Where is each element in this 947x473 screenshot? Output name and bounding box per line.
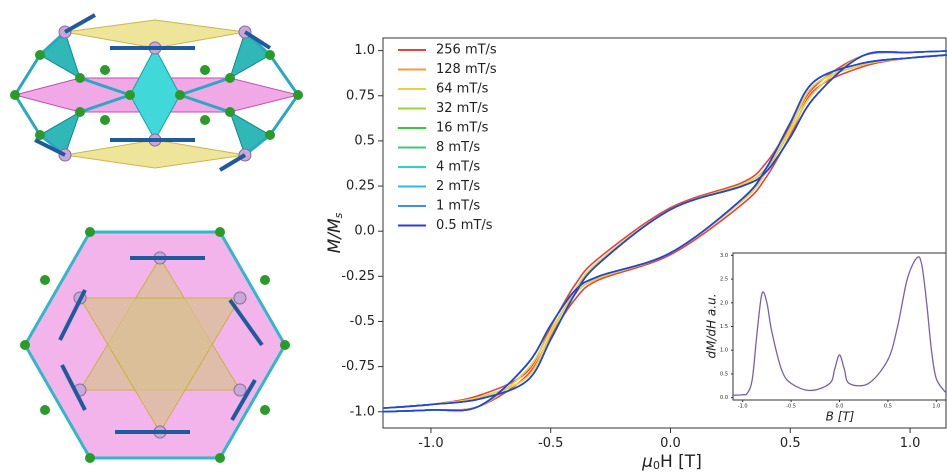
molecule-side-view	[10, 13, 303, 172]
y-tick-label: 1.5	[720, 324, 728, 330]
inset-x-label: B [T]	[826, 410, 855, 424]
legend-label: 32 mT/s	[436, 101, 489, 116]
y-tick-label: 2.0	[720, 300, 728, 306]
data-line	[732, 256, 947, 396]
legend-label: 256 mT/s	[436, 43, 497, 58]
x-axis-label-part: 0	[653, 459, 660, 472]
y-tick-label: 0.0	[720, 395, 728, 401]
y-tick-label: 0.25	[346, 179, 375, 194]
y-tick-label: -0.75	[341, 359, 375, 374]
legend-label: 2 mT/s	[436, 179, 480, 194]
data-line	[382, 54, 947, 413]
plot-frame	[382, 37, 947, 429]
y-tick-label: 1.0	[354, 43, 375, 58]
x-tick-label: 0.0	[660, 436, 681, 451]
legend-label: 0.5 mT/s	[436, 218, 493, 233]
spin-arrows	[34, 13, 272, 172]
x-tick-label: 1.0	[932, 404, 940, 410]
y-tick-label: 0.75	[346, 88, 375, 103]
atoms	[10, 50, 303, 140]
x-tick-label: -0.5	[786, 404, 796, 410]
x-tick-label: -1.0	[738, 404, 748, 410]
triangle	[79, 297, 241, 433]
x-tick-label: 1.0	[900, 436, 921, 451]
spin-arrows	[58, 256, 264, 434]
plot-background	[732, 252, 947, 401]
x-axis-label-part: μ	[641, 452, 653, 472]
data-line	[382, 50, 947, 409]
y-tick-label: 1.0	[720, 348, 728, 354]
y-axis-label-part: M/M	[325, 218, 345, 253]
x-axis-label: μ0H [T]	[641, 452, 702, 472]
main-plot: -1.0 -0.5 0.0 0.5 1.0 -1.0 -0.75 -0.5 -0.25 0.0 0.…	[325, 37, 947, 472]
inset-y-label: dM/dH a.u.	[705, 293, 719, 358]
legend-label: 4 mT/s	[436, 160, 480, 175]
data-line	[382, 50, 947, 409]
y-tick-label: -0.25	[341, 269, 375, 284]
legend-label: 128 mT/s	[436, 62, 497, 77]
y-axis-label-part: s	[332, 212, 345, 218]
x-tick-label: -1.0	[418, 436, 443, 451]
cyan-tetrahedron	[129, 46, 181, 142]
cyan-tetrahedron	[229, 31, 271, 80]
x-tick-label: -0.5	[538, 436, 563, 451]
legend-label: 1 mT/s	[436, 199, 480, 214]
x-tick-label: 0.0	[836, 404, 844, 410]
inset-plot: -1.0 -0.5 0.0 0.5 1.0 0.0 0.5 1.0 1.5 2.0 2.5 3.0 B …	[705, 252, 947, 424]
y-tick-label: 3.0	[720, 253, 728, 259]
x-tick-label: 0.5	[884, 404, 892, 410]
x-tick-label: 0.5	[780, 436, 801, 451]
y-axis-label: M/Ms	[325, 212, 345, 253]
y-tick-label: 0.5	[354, 133, 375, 148]
molecule-top-view	[20, 227, 290, 463]
y-tick-label: 2.5	[720, 277, 728, 283]
cyan-tetrahedron	[229, 110, 271, 156]
y-tick-label: 0.0	[354, 224, 375, 239]
y-tick-label: 0.5	[720, 371, 728, 377]
y-tick-label: -0.5	[350, 314, 375, 329]
legend-label: 16 mT/s	[436, 121, 489, 136]
cyan-tetrahedron	[39, 110, 81, 156]
atoms	[20, 227, 290, 463]
legend-label: 8 mT/s	[436, 140, 480, 155]
x-axis-label-part: H [T]	[660, 452, 702, 472]
cyan-tetrahedron	[39, 31, 81, 80]
y-tick-label: -1.0	[350, 404, 375, 419]
legend-label: 64 mT/s	[436, 82, 489, 97]
